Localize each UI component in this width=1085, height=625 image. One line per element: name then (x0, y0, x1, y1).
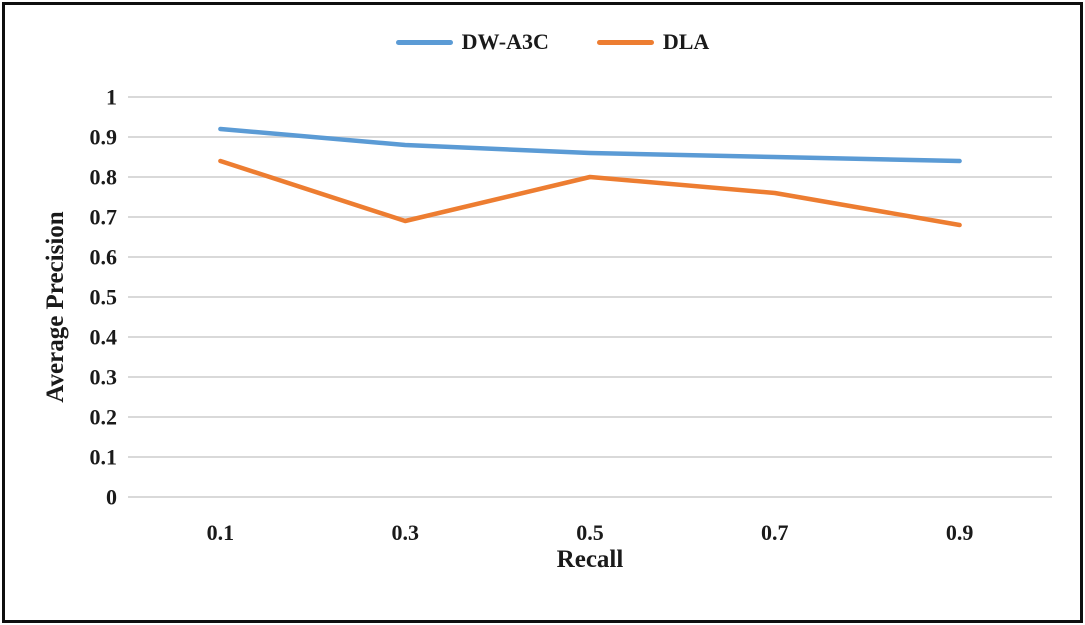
legend-item-dw-a3c: DW-A3C (395, 29, 549, 55)
legend-line-swatch-icon (596, 39, 654, 45)
y-tick-label: 0.1 (90, 445, 118, 470)
y-tick-label: 0.2 (90, 405, 118, 430)
y-tick-label: 0.3 (90, 365, 118, 390)
y-tick-label: 0 (106, 485, 117, 510)
legend-item-dla: DLA (596, 29, 710, 55)
y-tick-label: 1 (106, 85, 117, 110)
y-tick-label: 0.6 (90, 245, 118, 270)
y-tick-label: 0.7 (90, 205, 118, 230)
x-axis-title: Recall (556, 546, 624, 573)
x-tick-label: 0.3 (391, 520, 419, 545)
x-tick-label: 0.7 (761, 520, 789, 545)
legend-line-swatch-icon (395, 39, 453, 45)
legend-label: DLA (662, 29, 710, 54)
series-line-dw-a3c (218, 126, 962, 164)
y-tick-label: 0.5 (90, 285, 118, 310)
y-axis-title: Average Precision (42, 211, 69, 403)
chart-legend: DW-A3C DLA (0, 29, 1085, 55)
legend-label: DW-A3C (461, 29, 549, 54)
y-tick-label: 0.8 (90, 165, 118, 190)
x-tick-label: 0.5 (576, 520, 604, 545)
x-tick-label: 0.1 (207, 520, 235, 545)
y-tick-label: 0.9 (90, 125, 118, 150)
series-line-dla (218, 158, 962, 228)
x-tick-label: 0.9 (946, 520, 974, 545)
y-tick-label: 0.4 (90, 325, 118, 350)
